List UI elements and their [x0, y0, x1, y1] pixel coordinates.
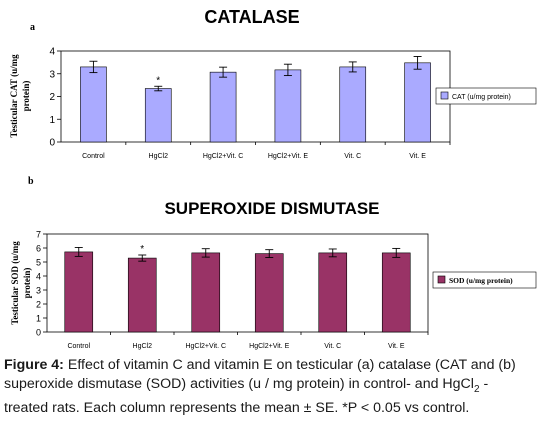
chart-b-ytick-label: 0 [36, 328, 41, 338]
chart-a-bar [339, 66, 367, 143]
caption-text-1: Effect of vitamin C and vitamin E on tes… [4, 357, 516, 392]
chart-b-ytick-label: 3 [36, 286, 41, 296]
chart-b-category-label: Control [67, 343, 90, 350]
chart-a-title: CATALASE [204, 7, 299, 27]
chart-a-category-label: HgCl2+Vit. C [203, 153, 244, 160]
figure-caption: Figure 4: Effect of vitamin C and vitami… [4, 356, 536, 417]
chart-b-legend-swatch [437, 275, 446, 284]
chart-b-category-label: Vit. E [388, 343, 405, 350]
panel-label-b: b [28, 176, 34, 187]
chart-b-ytick-label: 4 [36, 272, 41, 282]
chart-a-plot: 0 1 2 3 4 Control * HgCl2 HgCl2+Vit. C HgCl2+Vit.… [49, 47, 451, 160]
chart-a-legend-label: CAT (u/mg protein) [452, 94, 511, 101]
chart-a-ytick-label: 3 [49, 69, 55, 80]
chart-b-category-label: HgCl2+Vit. E [249, 343, 289, 350]
chart-a-bar [404, 62, 431, 143]
chart-a-ytick-label: 1 [49, 115, 55, 126]
chart-b-category-label: Vit. C [324, 343, 341, 350]
chart-a-ylabel-line1: Testicular CAT (u/mg [9, 54, 19, 138]
chart-b-plot-frame [46, 233, 429, 333]
chart-b-ylabel-line2: protein) [22, 268, 32, 299]
caption-subscript: 2 [473, 383, 480, 395]
chart-b-bar [191, 252, 221, 333]
chart-a-plot-frame [60, 50, 451, 143]
caption-label: Figure 4: [4, 357, 64, 373]
chart-b-ytick-label: 5 [36, 258, 41, 268]
chart-a-bar [80, 66, 107, 143]
chart-b-category-label: HgCl2 [133, 343, 153, 350]
chart-b-legend-box [432, 271, 537, 289]
chart-b-ytick-label: 1 [36, 314, 41, 324]
chart-b-legend-label: SOD (u/mg protein) [449, 276, 513, 285]
chart-a-bar [144, 88, 172, 143]
chart-a-category-label: Control [82, 153, 105, 160]
chart-a-legend-box [435, 87, 537, 105]
chart-a-ytick-label: 0 [49, 138, 55, 149]
chart-a-significance-mark: * [156, 75, 160, 86]
chart-b-plot: 0 1 2 3 4 5 6 7 Control * HgCl2 HgCl2+Vit. C HgCl2+V… [36, 230, 429, 350]
caption-text-2: - treated rats. Each column represents t… [4, 375, 489, 416]
chart-a-bar [274, 69, 302, 143]
chart-a-legend-swatch [440, 91, 449, 100]
chart-b-bar [64, 251, 94, 333]
chart-catalase: a CATALASE Testicular CAT (u/mg protein)… [9, 7, 537, 160]
chart-b-ytick-label: 6 [36, 244, 41, 254]
chart-a-bar [209, 71, 237, 143]
chart-b-title: SUPEROXIDE DISMUTASE [164, 199, 379, 218]
chart-b-ytick-label: 2 [36, 300, 41, 310]
chart-a-category-label: HgCl2+Vit. E [268, 153, 308, 160]
chart-a-category-label: Vit. C [344, 153, 361, 160]
chart-a-ylabel-line2: protein) [21, 81, 31, 112]
chart-a-ytick-label: 2 [49, 92, 55, 103]
chart-a-category-label: HgCl2 [149, 153, 169, 160]
chart-a-category-label: Vit. E [409, 153, 426, 160]
chart-a-ytick-label: 4 [49, 47, 55, 58]
chart-superoxide-dismutase: b SUPEROXIDE DISMUTASE Testicular SOD (u… [10, 176, 537, 350]
chart-b-significance-mark: * [140, 244, 144, 255]
chart-b-bar [127, 257, 157, 333]
chart-b-bar [318, 252, 348, 333]
chart-b-ytick-label: 7 [36, 230, 41, 240]
panel-label-a: a [30, 22, 35, 33]
chart-b-category-label: HgCl2+Vit. C [185, 343, 226, 350]
chart-b-bar [381, 252, 411, 333]
chart-b-bar [254, 253, 284, 333]
chart-b-ylabel-line1: Testicular SOD (u/mg [10, 241, 20, 325]
